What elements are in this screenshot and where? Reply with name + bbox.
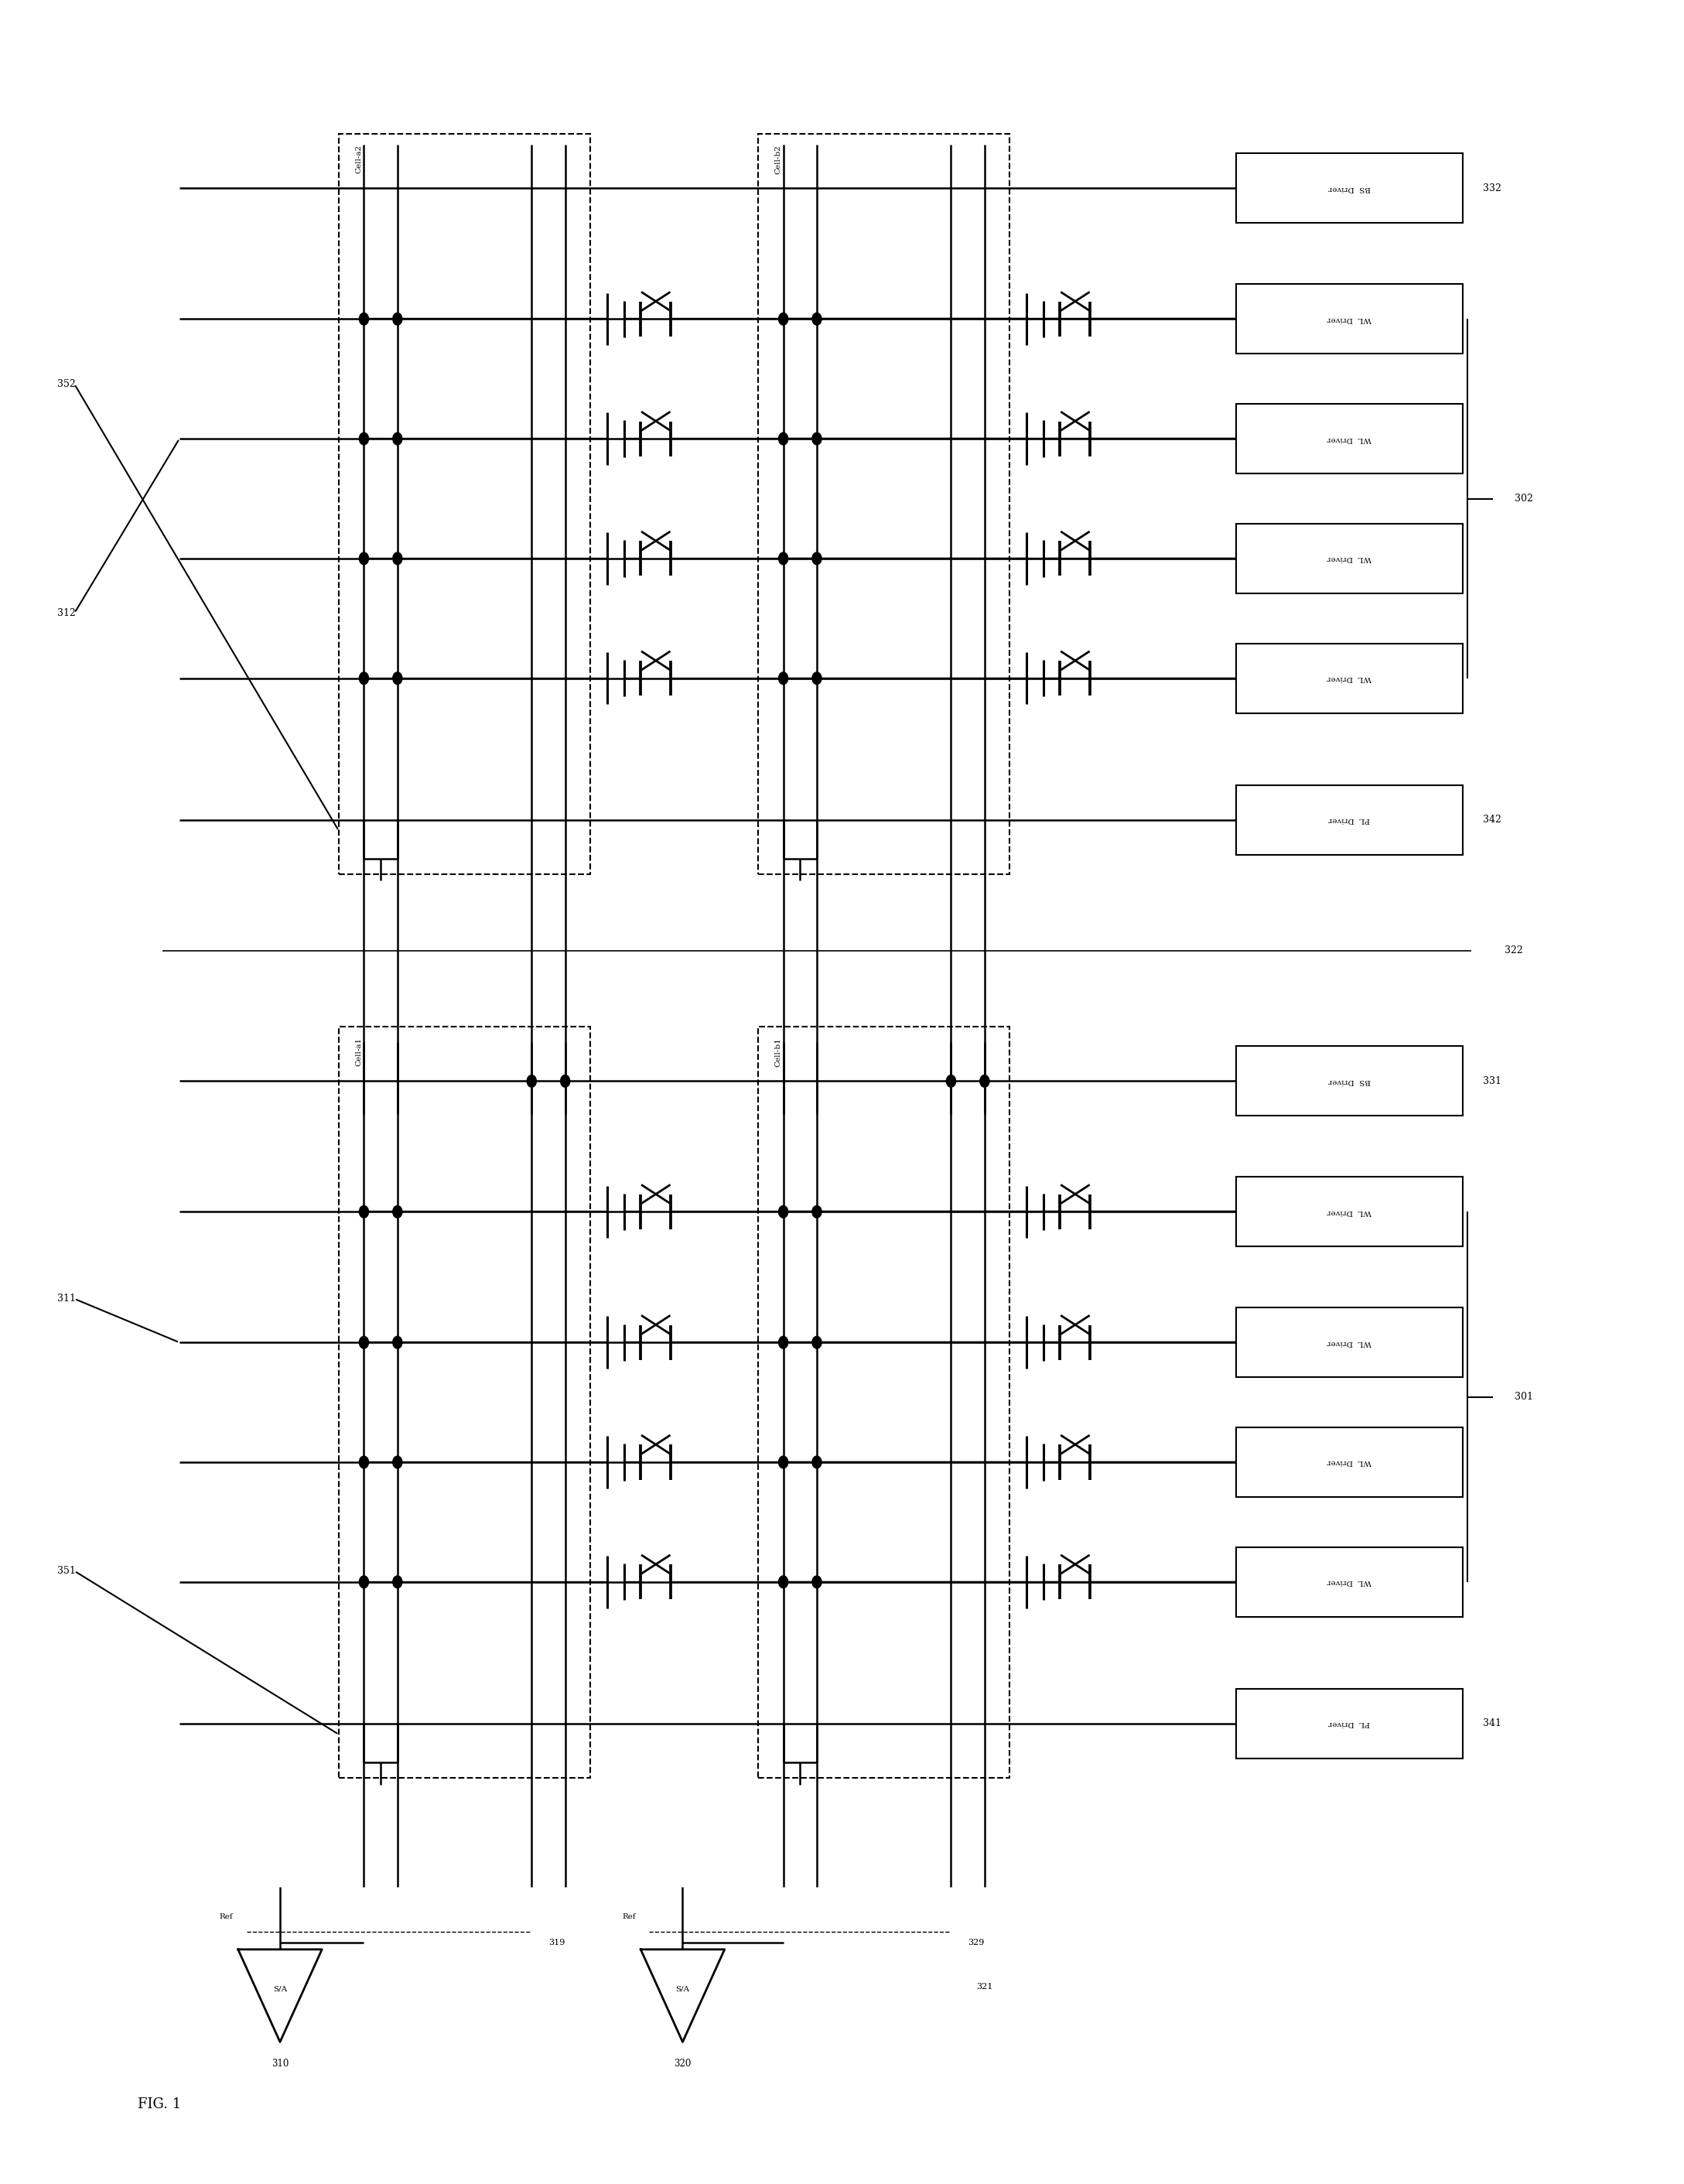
Circle shape	[812, 1457, 822, 1468]
Circle shape	[359, 432, 369, 446]
Text: 351: 351	[57, 1566, 76, 1577]
Text: 322: 322	[1504, 946, 1522, 954]
Circle shape	[392, 673, 402, 684]
Circle shape	[812, 1206, 822, 1219]
Bar	[1236, 1046, 1463, 1116]
Circle shape	[392, 432, 402, 446]
Circle shape	[778, 673, 788, 684]
Circle shape	[359, 312, 369, 325]
Text: 331: 331	[1484, 1077, 1502, 1085]
Circle shape	[359, 1577, 369, 1588]
Text: WL  Driver: WL Driver	[1327, 435, 1372, 441]
Text: 312: 312	[57, 607, 76, 618]
Circle shape	[392, 1337, 402, 1348]
Bar	[1236, 784, 1463, 854]
Circle shape	[392, 312, 402, 325]
Circle shape	[359, 1457, 369, 1468]
Text: 319: 319	[549, 1939, 564, 1946]
Text: Cell-a2: Cell-a2	[355, 144, 362, 173]
Circle shape	[812, 1337, 822, 1348]
Text: PL  Driver: PL Driver	[1329, 1721, 1371, 1728]
Text: WL  Driver: WL Driver	[1327, 555, 1372, 561]
Circle shape	[392, 1577, 402, 1588]
Circle shape	[812, 312, 822, 325]
Text: WL  Driver: WL Driver	[1327, 314, 1372, 323]
Circle shape	[812, 553, 822, 566]
Text: 311: 311	[57, 1293, 76, 1304]
Text: S/A: S/A	[675, 1985, 690, 1992]
Text: PL  Driver: PL Driver	[1329, 817, 1371, 823]
Text: Ref: Ref	[621, 1913, 635, 1920]
Bar	[1236, 284, 1463, 354]
Bar	[1236, 153, 1463, 223]
Text: 329: 329	[968, 1939, 985, 1946]
Text: Ref: Ref	[219, 1913, 232, 1920]
Text: Cell-b1: Cell-b1	[775, 1037, 781, 1066]
Circle shape	[980, 1075, 989, 1088]
Text: WL  Driver: WL Driver	[1327, 1208, 1372, 1214]
Circle shape	[359, 1206, 369, 1219]
Text: FIG. 1: FIG. 1	[138, 2097, 180, 2112]
Text: BS  Driver: BS Driver	[1329, 186, 1371, 192]
Circle shape	[359, 673, 369, 684]
Circle shape	[359, 553, 369, 566]
Bar	[338, 1026, 591, 1778]
Circle shape	[392, 1457, 402, 1468]
Circle shape	[778, 1577, 788, 1588]
Bar	[1236, 1688, 1463, 1758]
Text: BS  Driver: BS Driver	[1329, 1077, 1371, 1085]
Bar	[758, 133, 1010, 874]
Circle shape	[812, 1577, 822, 1588]
Circle shape	[812, 673, 822, 684]
Text: WL  Driver: WL Driver	[1327, 1339, 1372, 1345]
Polygon shape	[640, 1950, 724, 2042]
Bar	[1236, 404, 1463, 474]
Bar	[1236, 524, 1463, 594]
Text: 310: 310	[271, 2060, 288, 2068]
Polygon shape	[237, 1950, 322, 2042]
Text: 321: 321	[977, 1983, 994, 1990]
Circle shape	[778, 1457, 788, 1468]
Text: 301: 301	[1514, 1391, 1532, 1402]
Circle shape	[561, 1075, 569, 1088]
Circle shape	[392, 553, 402, 566]
Circle shape	[778, 1337, 788, 1348]
Text: WL  Driver: WL Driver	[1327, 675, 1372, 681]
Text: WL  Driver: WL Driver	[1327, 1579, 1372, 1586]
Bar	[758, 1026, 1010, 1778]
Text: 342: 342	[1484, 815, 1502, 826]
Circle shape	[392, 1206, 402, 1219]
Bar	[1236, 1308, 1463, 1378]
Bar	[1236, 644, 1463, 714]
Bar	[1236, 1546, 1463, 1616]
Bar	[338, 133, 591, 874]
Circle shape	[778, 432, 788, 446]
Text: Cell-a1: Cell-a1	[355, 1037, 362, 1066]
Bar	[1236, 1428, 1463, 1496]
Circle shape	[527, 1075, 536, 1088]
Text: Cell-b2: Cell-b2	[775, 144, 781, 175]
Circle shape	[778, 1206, 788, 1219]
Text: 320: 320	[674, 2060, 692, 2068]
Text: S/A: S/A	[273, 1985, 286, 1992]
Text: 341: 341	[1484, 1719, 1502, 1728]
Circle shape	[946, 1075, 957, 1088]
Text: WL  Driver: WL Driver	[1327, 1459, 1372, 1465]
Circle shape	[778, 312, 788, 325]
Text: 332: 332	[1484, 183, 1502, 194]
Circle shape	[778, 553, 788, 566]
Bar	[1236, 1177, 1463, 1247]
Circle shape	[812, 432, 822, 446]
Circle shape	[359, 1337, 369, 1348]
Text: 352: 352	[57, 380, 76, 389]
Text: 302: 302	[1514, 494, 1532, 505]
